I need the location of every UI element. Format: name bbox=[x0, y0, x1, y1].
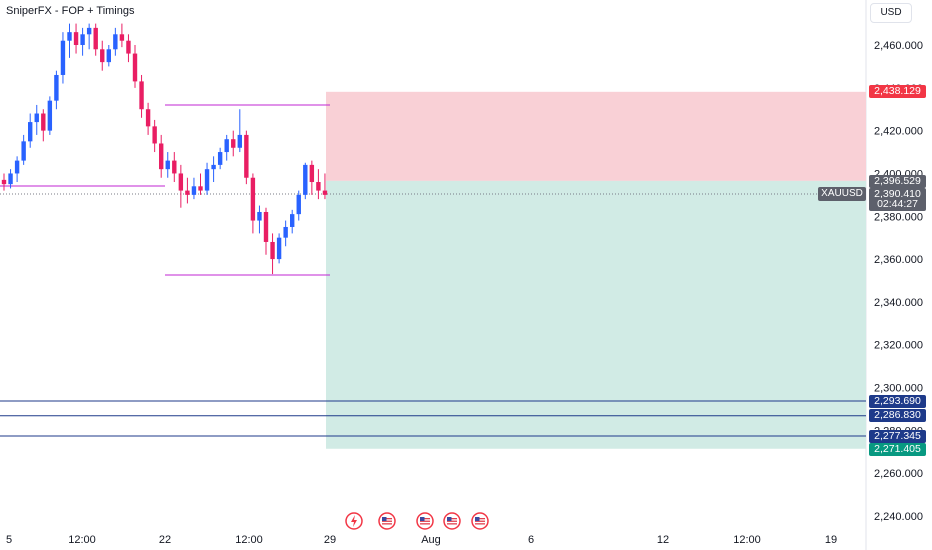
candle-body bbox=[159, 143, 164, 170]
level3-price-tag: 2,277.345 bbox=[869, 430, 926, 443]
level1-price-tag: 2,293.690 bbox=[869, 395, 926, 408]
level2-price-tag: 2,286.830 bbox=[869, 409, 926, 422]
candle-body bbox=[34, 113, 39, 123]
stop-loss-zone bbox=[326, 91, 866, 181]
candle-body bbox=[322, 190, 328, 195]
price-axis-label: 2,420.000 bbox=[874, 126, 923, 138]
candle-body bbox=[211, 164, 216, 170]
candle-body bbox=[276, 237, 282, 260]
stop-loss-price-tag: 2,438.129 bbox=[869, 85, 926, 98]
price-axis-label: 2,320.000 bbox=[874, 340, 923, 352]
target-price-tag: 2,271.405 bbox=[869, 443, 926, 456]
candle-body bbox=[21, 141, 26, 161]
countdown-tag: 02:44:27 bbox=[869, 198, 926, 211]
candle-body bbox=[296, 194, 301, 215]
candle-body bbox=[191, 186, 197, 195]
candle-body bbox=[172, 160, 177, 174]
currency-button[interactable]: USD bbox=[870, 3, 912, 23]
price-axis-label: 2,460.000 bbox=[874, 40, 923, 52]
candle-body bbox=[290, 214, 295, 227]
price-axis-label: 2,340.000 bbox=[874, 297, 923, 309]
time-axis-label: 12 bbox=[657, 534, 669, 546]
candle-body bbox=[263, 211, 269, 242]
price-axis-label: 2,300.000 bbox=[874, 383, 923, 395]
candle-body bbox=[1, 179, 7, 185]
candle-body bbox=[244, 134, 249, 178]
candle-body bbox=[54, 74, 59, 101]
take-profit-zone bbox=[326, 180, 866, 449]
current-price-tag: 2,390.410 bbox=[869, 188, 926, 201]
candle-body bbox=[165, 160, 170, 170]
us-flag-icon[interactable] bbox=[416, 512, 434, 530]
candle-body bbox=[113, 34, 118, 50]
candle-body bbox=[41, 113, 46, 131]
candle-body bbox=[67, 32, 72, 41]
candle-body bbox=[14, 160, 20, 174]
candle-body bbox=[152, 126, 157, 144]
candle-body bbox=[28, 122, 33, 142]
candle-body bbox=[237, 134, 242, 148]
candle-body bbox=[217, 152, 223, 165]
time-axis-label: 22 bbox=[159, 534, 171, 546]
candle-body bbox=[93, 27, 98, 50]
price-axis-label: 2,240.000 bbox=[874, 511, 923, 523]
candle-body bbox=[126, 40, 131, 54]
candle-body bbox=[198, 186, 203, 191]
time-axis-label: Aug bbox=[421, 534, 441, 546]
candle-body bbox=[270, 241, 275, 260]
candle-body bbox=[231, 139, 236, 148]
us-flag-icon[interactable] bbox=[471, 512, 489, 530]
time-axis-label: 6 bbox=[528, 534, 534, 546]
time-axis-label: 5 bbox=[6, 534, 12, 546]
candle-body bbox=[257, 211, 262, 221]
time-axis-label: 12:00 bbox=[68, 534, 96, 546]
price-axis-label: 2,260.000 bbox=[874, 468, 923, 480]
candle-body bbox=[100, 49, 105, 63]
candle-body bbox=[73, 32, 79, 45]
candle-body bbox=[80, 34, 85, 45]
indicator-title[interactable]: SniperFX - FOP + Timings bbox=[6, 5, 135, 17]
candle-body bbox=[309, 164, 315, 183]
candle-body bbox=[47, 100, 53, 131]
candle-body bbox=[86, 27, 92, 35]
candle-body bbox=[185, 190, 190, 195]
candle-body bbox=[145, 109, 151, 127]
candle-body bbox=[204, 169, 210, 191]
candle-body bbox=[139, 81, 144, 110]
lightning-icon[interactable] bbox=[345, 512, 363, 530]
time-axis-label: 12:00 bbox=[235, 534, 263, 546]
price-axis-label: 2,380.000 bbox=[874, 211, 923, 223]
candle-body bbox=[316, 182, 321, 191]
candle-body bbox=[60, 40, 66, 75]
candle-body bbox=[119, 34, 125, 41]
candle-body bbox=[8, 173, 13, 185]
symbol-tag: XAUUSD bbox=[818, 187, 866, 201]
candle-body bbox=[283, 226, 288, 238]
candle-body bbox=[250, 177, 256, 221]
time-axis-label: 29 bbox=[324, 534, 336, 546]
candle-body bbox=[178, 173, 184, 191]
candle-body bbox=[224, 139, 229, 153]
time-axis-label: 19 bbox=[825, 534, 837, 546]
candle-body bbox=[132, 53, 138, 82]
entry-price-tag: 2,396.529 bbox=[869, 175, 926, 188]
us-flag-icon[interactable] bbox=[378, 512, 396, 530]
price-axis-label: 2,360.000 bbox=[874, 254, 923, 266]
us-flag-icon[interactable] bbox=[443, 512, 461, 530]
time-axis-label: 12:00 bbox=[733, 534, 761, 546]
candle-body bbox=[106, 49, 111, 63]
candle-body bbox=[303, 164, 308, 195]
